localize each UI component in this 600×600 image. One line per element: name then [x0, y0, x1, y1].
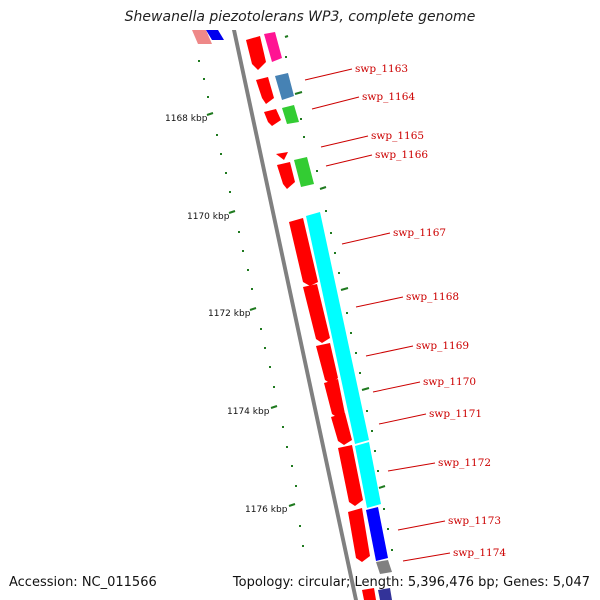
feature-top-blue [206, 30, 224, 40]
feature-green-1 [282, 105, 299, 124]
outer-features [264, 32, 392, 600]
feature-steelblue [275, 73, 294, 100]
cds-swp-1166 [277, 162, 295, 189]
gene-label: swp_1168 [406, 291, 459, 303]
feature-bottom-blue [378, 588, 392, 600]
cds-bottom [362, 588, 376, 600]
gene-label: swp_1166 [375, 149, 428, 161]
gene-label: swp_1173 [448, 515, 501, 527]
cds-swp-1167 [289, 218, 318, 286]
scale-label: 1176 kbp [245, 505, 288, 515]
blast-hit-2 [355, 442, 381, 508]
feature-blue [366, 507, 388, 561]
map-title: Shewanella piezotolerans WP3, complete g… [124, 9, 476, 25]
scale-label: 1172 kbp [208, 309, 251, 319]
gene-label: swp_1171 [429, 408, 482, 420]
cds-swp-1163 [246, 36, 266, 70]
cds-swp-1168 [303, 284, 330, 343]
feature-magenta [264, 32, 282, 62]
gene-label: swp_1163 [355, 63, 408, 75]
cds-swp-1172 [338, 445, 363, 506]
blast-hit-1 [306, 212, 369, 444]
cds-swp-1164 [256, 77, 274, 104]
cds-swp-1171 [331, 413, 352, 445]
feature-ticks [284, 35, 393, 551]
cds-swp-1169 [316, 343, 338, 384]
scale-label: 1170 kbp [187, 212, 230, 222]
scale-dots [198, 60, 304, 547]
cds-features [246, 36, 376, 600]
cds-swp-1170 [324, 379, 345, 418]
feature-top-pink [192, 30, 212, 44]
scale-ticks [206, 112, 296, 507]
gene-label: swp_1170 [423, 376, 476, 388]
label-leaders [304, 68, 451, 562]
genome-backbone [232, 30, 358, 600]
gene-label: swp_1165 [371, 130, 424, 142]
genome-summary: Topology: circular; Length: 5,396,476 bp… [232, 575, 590, 590]
gene-label: swp_1167 [393, 227, 446, 239]
accession-text: Accession: NC_011566 [9, 575, 157, 590]
cds-swp-1165 [264, 109, 281, 126]
scale-label: 1174 kbp [227, 407, 270, 417]
gene-label: swp_1172 [438, 457, 491, 469]
feature-gray [376, 560, 392, 574]
cds-swp-1165-small [276, 152, 288, 160]
feature-green-2 [294, 157, 314, 187]
scale-label: 1168 kbp [165, 114, 208, 124]
gene-label: swp_1164 [362, 91, 415, 103]
gene-label: swp_1169 [416, 340, 469, 352]
cds-swp-1173 [348, 508, 370, 562]
gene-label: swp_1174 [453, 547, 506, 559]
